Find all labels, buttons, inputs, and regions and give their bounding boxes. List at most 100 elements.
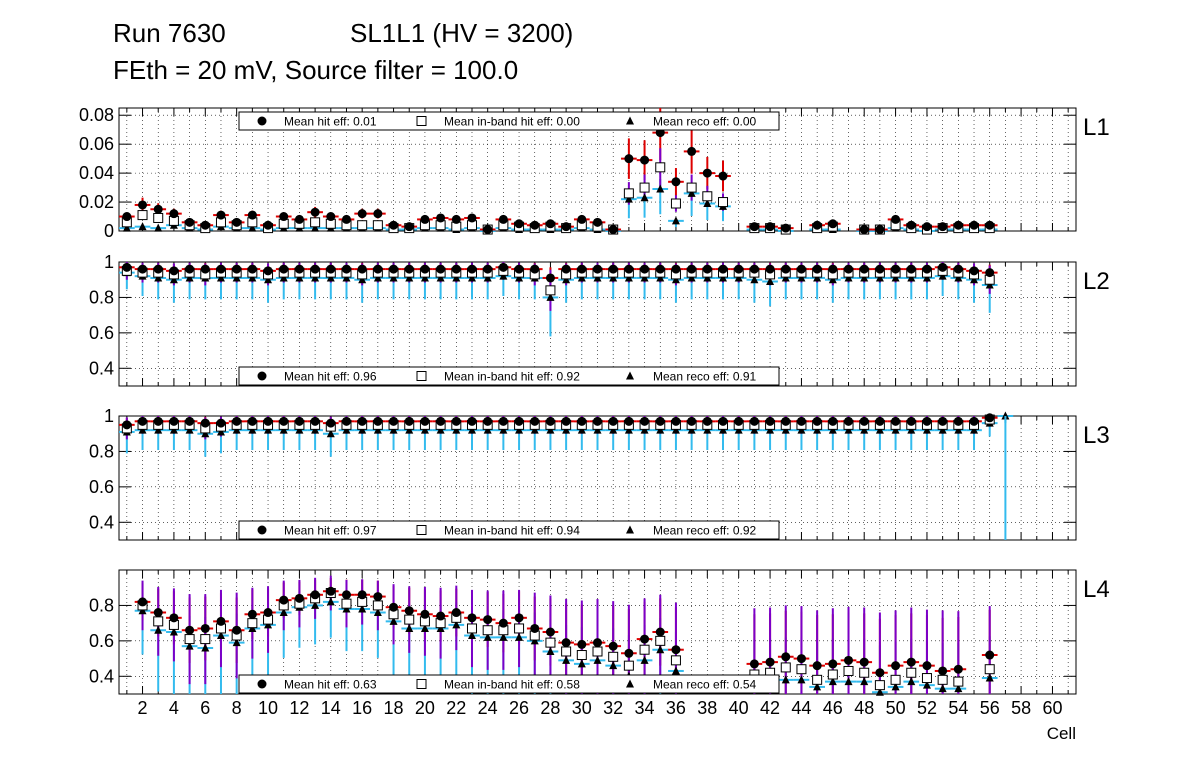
inband-marker: [874, 680, 885, 691]
data-point-cell-8: [228, 262, 245, 300]
hit-marker: [373, 264, 383, 274]
data-point-cell-9: [244, 587, 261, 689]
hit-marker: [561, 222, 571, 232]
data-point-cell-7: [213, 262, 229, 300]
hit-marker: [891, 661, 901, 671]
x-tick-label: 24: [478, 698, 498, 718]
reco-marker: [860, 677, 869, 686]
data-point-cell-52: [919, 416, 935, 451]
data-point-cell-15: [338, 416, 355, 451]
x-tick-label: 22: [446, 698, 466, 718]
data-point-cell-45: [809, 610, 825, 694]
x-tick-label: 20: [415, 698, 435, 718]
data-point-cell-14: [322, 212, 339, 232]
hit-marker: [671, 645, 681, 655]
hit-marker: [341, 590, 351, 600]
y-tick-label: 0.6: [89, 477, 114, 497]
data-point-cell-16: [354, 579, 371, 652]
reco-marker: [687, 188, 696, 197]
data-point-cell-3: [150, 203, 167, 232]
data-point-cell-46: [824, 608, 841, 694]
data-point-cell-6: [197, 594, 214, 694]
hit-marker: [577, 264, 587, 274]
hit-marker: [420, 214, 430, 224]
hit-marker: [718, 171, 728, 181]
y-tick-label: 1: [104, 252, 114, 272]
data-point-cell-30: [573, 416, 590, 451]
inband-marker: [780, 662, 791, 673]
reco-marker: [1001, 411, 1010, 420]
reco-marker: [875, 687, 884, 696]
x-tick-label: 36: [666, 698, 686, 718]
hit-marker: [953, 220, 963, 230]
hit-marker: [985, 413, 995, 423]
x-tick-label: 44: [791, 698, 811, 718]
data-point-cell-16: [354, 208, 371, 232]
y-tick-label: 0: [104, 221, 114, 241]
data-point-cell-50: [887, 262, 904, 300]
data-point-cell-15: [338, 214, 355, 232]
hit-marker: [341, 416, 351, 426]
hit-marker: [765, 222, 775, 232]
data-point-cell-45: [809, 416, 825, 451]
data-point-cell-18: [385, 584, 402, 675]
y-tick-label: 0.8: [89, 441, 114, 461]
data-point-cell-43: [777, 262, 794, 300]
hit-marker: [247, 416, 257, 426]
data-point-cell-39: [715, 262, 731, 300]
data-point-cell-49: [872, 416, 888, 451]
reco-marker: [797, 675, 806, 684]
data-point-cell-21: [432, 262, 449, 300]
inband-marker: [639, 644, 650, 655]
data-point-cell-51: [903, 416, 920, 451]
inband-marker: [655, 635, 666, 646]
data-point-cell-11: [275, 262, 292, 300]
hit-marker: [389, 602, 399, 612]
data-point-cell-53: [934, 610, 951, 694]
hit-marker: [734, 416, 744, 426]
data-point-cell-8: [228, 217, 245, 232]
inband-marker: [153, 616, 164, 627]
hit-marker: [906, 264, 916, 274]
data-point-cell-11: [275, 416, 292, 451]
data-point-cell-6: [197, 220, 214, 234]
inband-marker: [639, 182, 650, 193]
data-point-cell-3: [150, 587, 167, 692]
hit-marker: [200, 418, 210, 428]
hit-marker: [326, 418, 336, 428]
data-point-cell-33: [621, 262, 637, 300]
hit-marker: [185, 264, 195, 274]
reco-marker: [624, 194, 633, 203]
data-point-cell-8: [228, 416, 245, 451]
hit-marker: [765, 264, 775, 274]
hit-marker: [247, 264, 257, 274]
data-point-cell-5: [181, 416, 198, 451]
legend-inband-marker: [416, 679, 427, 689]
data-point-cell-35: [652, 416, 669, 451]
data-point-cell-45: [809, 262, 825, 300]
reco-marker: [122, 223, 131, 232]
data-point-cell-10: [260, 416, 276, 451]
hit-marker: [498, 214, 508, 224]
hit-marker: [294, 593, 304, 603]
hit-marker: [687, 146, 697, 156]
data-point-cell-24: [479, 416, 496, 451]
reco-marker: [326, 597, 335, 606]
hit-marker: [294, 214, 304, 224]
inband-marker: [796, 664, 807, 675]
x-tick-label: 6: [200, 698, 210, 718]
hit-marker: [577, 416, 587, 426]
reco-marker: [311, 600, 320, 609]
hit-marker: [655, 627, 665, 637]
panel-L2: 0.4 0.6 0.8 1 L2 Mean hit eff: 0.96 Mean in-ba…: [89, 252, 1110, 387]
data-point-cell-8: [228, 592, 245, 694]
x-tick-label: 60: [1042, 698, 1062, 718]
data-point-cell-14: [322, 575, 339, 638]
hit-marker: [796, 416, 806, 426]
hit-marker: [279, 212, 289, 222]
hit-marker: [514, 613, 524, 623]
hit-marker: [545, 273, 555, 283]
inband-marker: [357, 220, 368, 231]
x-tick-label: 26: [509, 698, 529, 718]
data-point-cell-4: [166, 588, 182, 694]
